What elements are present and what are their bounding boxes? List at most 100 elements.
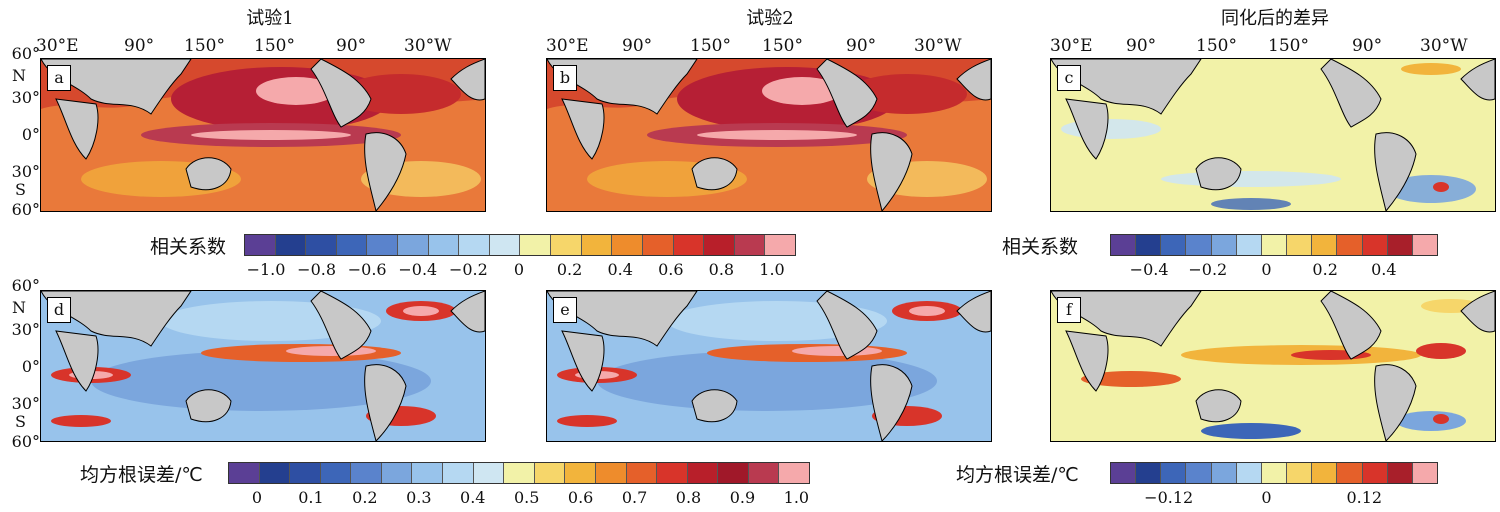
- colorbar-swatch: [229, 463, 260, 483]
- lon-labels-col3: 30°E 90° 150° 150° 90° 30°W: [1050, 36, 1500, 58]
- map-panel-a: a: [40, 58, 486, 212]
- colorbar-swatch: [1111, 235, 1137, 255]
- colorbar-tick-label: 0.8: [708, 260, 735, 279]
- colorbar-swatch: [704, 235, 735, 255]
- colorbar-swatch: [1236, 463, 1262, 483]
- colorbar-swatch: [428, 235, 460, 255]
- colorbar-tick-label: 0: [1261, 260, 1272, 279]
- colorbar-swatch: [1236, 235, 1262, 255]
- colorbar-swatch: [275, 235, 307, 255]
- colorbar-tick-label: 0.12: [1346, 488, 1383, 507]
- lon-label: 90°: [1126, 36, 1157, 56]
- map-d-svg: [41, 291, 485, 441]
- colorbar-tick-label: 0: [1261, 488, 1272, 507]
- panel-label-f: f: [1057, 297, 1081, 323]
- colorbar-swatch: [1136, 463, 1162, 483]
- colorbar-tick-label: 0.2: [1312, 260, 1338, 279]
- colorbar-swatch: [718, 463, 749, 483]
- lon-label: 30°E: [1050, 36, 1093, 56]
- lon-label: 150°: [184, 36, 225, 56]
- colorbar-tick-label: 1.0: [759, 260, 785, 279]
- colorbar-swatch: [381, 463, 413, 483]
- map-a-svg: [41, 59, 485, 211]
- colorbar-tick-label: 0.2: [352, 488, 378, 507]
- map-c-svg: [1051, 59, 1495, 211]
- map-panel-e: e: [546, 290, 992, 442]
- colorbar-swatch: [1312, 235, 1338, 255]
- lon-label: 30°W: [404, 36, 452, 56]
- colorbar-tick-label: 0.7: [621, 488, 648, 507]
- colorbar-swatch: [1387, 463, 1413, 483]
- colorbar-swatch: [1412, 463, 1438, 483]
- colorbar-tick-label: −0.6: [347, 260, 387, 279]
- colorbar-swatch: [1387, 235, 1413, 255]
- colorbar-tick-label: −0.12: [1144, 488, 1194, 507]
- lat-label: 30°: [11, 320, 40, 339]
- colorbar-swatch: [443, 463, 474, 483]
- lon-label: 150°: [254, 36, 295, 56]
- title-exp2: 试验2: [746, 8, 794, 29]
- colorbar-swatch: [1362, 463, 1388, 483]
- colorbar-title-corr-diff: 相关系数: [1002, 236, 1079, 258]
- colorbar-tick-label: −0.8: [297, 260, 337, 279]
- colorbar-swatch: [398, 235, 429, 255]
- colorbar-tick-label: 1.0: [783, 488, 810, 507]
- map-panel-c: c: [1050, 58, 1496, 212]
- colorbar-ticks-rmse-diff: −0.12 0 0.12: [1110, 488, 1436, 508]
- colorbar-tick-label: 0.9: [729, 488, 756, 507]
- colorbar-ticks-corr-diff: −0.4 −0.2 0 0.2 0.4: [1110, 260, 1436, 280]
- colorbar-tick-label: 0.8: [675, 488, 702, 507]
- colorbar-tick-label: −0.4: [398, 260, 438, 279]
- colorbar-swatch: [642, 235, 674, 255]
- colorbar-swatch: [1312, 463, 1338, 483]
- colorbar-swatch: [673, 235, 705, 255]
- colorbar-swatch: [520, 235, 552, 255]
- colorbar-swatch: [626, 463, 658, 483]
- colorbar-swatch: [1287, 463, 1313, 483]
- colorbar-tick-label: −0.2: [1188, 260, 1228, 279]
- colorbar-swatch: [412, 463, 444, 483]
- colorbar-rmse-diff: [1110, 462, 1438, 484]
- lon-label: 90°: [846, 36, 877, 56]
- colorbar-title-rmse: 均方根误差/℃: [80, 464, 203, 486]
- lat-label: S: [15, 412, 26, 431]
- colorbar-swatch: [1186, 463, 1212, 483]
- lat-label: 30°: [11, 162, 40, 181]
- lon-label: 90°: [336, 36, 367, 56]
- lon-label: 90°: [1352, 36, 1383, 56]
- colorbar-swatch: [1261, 463, 1288, 483]
- colorbar-corr: [244, 234, 796, 256]
- lon-label: 30°E: [546, 36, 589, 56]
- colorbar-swatch: [1136, 235, 1162, 255]
- lat-label: 60°: [11, 44, 40, 63]
- colorbar-swatch: [657, 463, 688, 483]
- lat-label: 0°: [21, 357, 40, 376]
- colorbar-swatch: [1161, 235, 1187, 255]
- colorbar-tick-label: −0.2: [448, 260, 488, 279]
- lon-label: 30°W: [1420, 36, 1468, 56]
- colorbar-tick-label: 0: [513, 260, 525, 279]
- colorbar-swatch: [1211, 235, 1237, 255]
- lat-label: N: [12, 298, 26, 317]
- colorbar-swatch: [565, 463, 596, 483]
- colorbar-tick-label: 0.6: [658, 260, 684, 279]
- map-panel-f: f: [1050, 290, 1496, 442]
- colorbar-ticks-corr: −1.0 −0.8 −0.6 −0.4 −0.2 0 0.2 0.4 0.6 0.8 1.0: [244, 260, 794, 280]
- colorbar-swatch: [320, 463, 352, 483]
- lon-labels-col1: 30°E 90° 150° 150° 90° 30°W: [36, 36, 486, 58]
- colorbar-tick-label: 0.6: [567, 488, 594, 507]
- lon-label: 150°: [762, 36, 803, 56]
- colorbar-swatch: [734, 235, 766, 255]
- colorbar-swatch: [306, 235, 337, 255]
- colorbar-tick-label: −0.4: [1129, 260, 1169, 279]
- colorbar-swatch: [1337, 463, 1363, 483]
- colorbar-swatch: [259, 463, 291, 483]
- title-diff: 同化后的差异: [1221, 8, 1329, 29]
- lon-label: 30°E: [36, 36, 79, 56]
- colorbar-swatch: [245, 235, 276, 255]
- panel-label-b: b: [553, 65, 577, 91]
- colorbar-swatch: [1186, 235, 1212, 255]
- panel-label-e: e: [553, 297, 577, 323]
- colorbar-swatch: [336, 235, 368, 255]
- colorbar-tick-label: 0.4: [1371, 260, 1397, 279]
